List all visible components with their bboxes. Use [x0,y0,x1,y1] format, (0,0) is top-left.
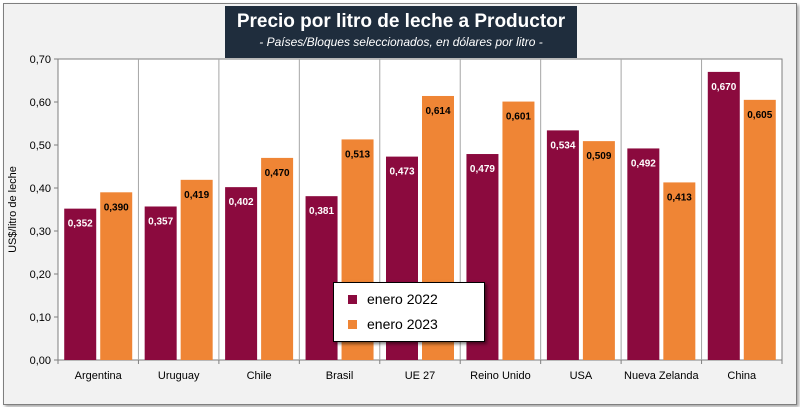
y-tick-label: 0,70 [30,54,51,66]
data-label: 0,413 [667,192,692,203]
chart-subtitle: - Países/Bloques seleccionados, en dólar… [259,35,543,49]
legend-swatch-2023 [348,319,357,329]
data-label: 0,473 [389,167,414,178]
data-label: 0,381 [309,206,334,217]
y-tick-label: 0,60 [30,97,51,109]
x-tick-label: Argentina [75,370,123,382]
y-tick-label: 0,30 [30,226,51,238]
legend-label-2023: enero 2023 [367,316,438,332]
x-tick-label: Brasil [326,370,354,382]
data-label: 0,479 [470,164,495,175]
bar [627,148,660,360]
y-tick-label: 0,40 [30,183,51,195]
bar [100,192,133,360]
x-tick-label: Chile [247,370,272,382]
data-label: 0,534 [550,140,575,151]
data-label: 0,605 [747,110,772,121]
x-tick-label: Reino Unido [470,370,531,382]
data-label: 0,402 [229,197,254,208]
data-label: 0,601 [506,112,531,123]
bar [144,206,177,360]
data-label: 0,670 [711,82,736,93]
data-label: 0,513 [345,149,370,160]
x-tick-label: Nueva Zelanda [624,370,699,382]
chart-title-box: Precio por litro de leche a Productor - … [225,6,577,58]
data-label: 0,352 [68,219,93,230]
y-axis-label: US$/litro de leche [7,166,19,253]
y-tick-label: 0,00 [30,355,51,367]
y-tick-label: 0,10 [30,312,51,324]
bar [261,157,294,360]
data-label: 0,470 [265,168,290,179]
x-tick-label: Uruguay [158,370,200,382]
y-tick-label: 0,20 [30,269,51,281]
bar [225,187,258,360]
bar [180,179,213,360]
legend-entry-2023: enero 2023 [348,315,438,333]
chart-legend: enero 2022 enero 2023 [333,282,485,342]
bar [546,130,579,360]
bar [707,71,740,361]
data-label: 0,614 [425,106,450,117]
data-label: 0,419 [184,190,209,201]
x-tick-label: China [727,370,757,382]
chart-title: Precio por litro de leche a Productor [236,11,566,32]
bar [582,141,615,360]
data-label: 0,492 [631,158,656,169]
x-tick-label: USA [570,370,593,382]
bar [663,182,696,360]
bar [64,208,97,360]
legend-swatch-2022 [348,294,357,304]
data-label: 0,390 [104,202,129,213]
legend-label-2022: enero 2022 [367,291,438,307]
bar [502,101,535,360]
data-label: 0,509 [586,151,611,162]
bar [743,99,776,360]
legend-entry-2022: enero 2022 [348,290,438,308]
y-tick-label: 0,50 [30,140,51,152]
data-label: 0,357 [148,216,173,227]
x-tick-label: UE 27 [405,370,436,382]
bar [305,196,338,360]
